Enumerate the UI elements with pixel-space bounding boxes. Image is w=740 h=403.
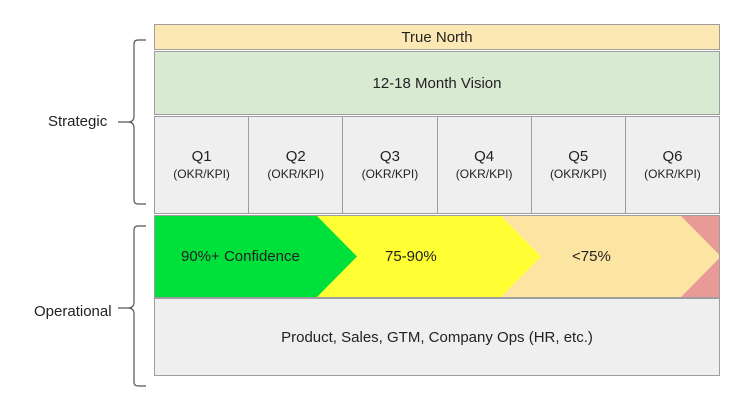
quarter-cell-q1: Q1 (OKR/KPI)	[154, 116, 250, 214]
quarter-name: Q2	[285, 148, 306, 165]
quarter-name: Q6	[662, 148, 683, 165]
confidence-chevrons	[155, 216, 719, 297]
quarter-sub: (OKR/KPI)	[173, 167, 230, 181]
confidence-mid-label: 75-90%	[385, 248, 437, 265]
quarter-cell-q3: Q3 (OKR/KPI)	[342, 116, 438, 214]
quarter-name: Q3	[379, 148, 400, 165]
quarter-name: Q5	[568, 148, 589, 165]
quarter-cell-q2: Q2 (OKR/KPI)	[248, 116, 344, 214]
quarter-name: Q4	[474, 148, 495, 165]
operations-text: Product, Sales, GTM, Company Ops (HR, et…	[281, 328, 593, 346]
confidence-high-chevron	[155, 216, 357, 297]
quarter-sub: (OKR/KPI)	[549, 167, 607, 181]
quarter-sub: (OKR/KPI)	[644, 167, 701, 181]
true-north-bar: True North	[154, 24, 720, 50]
confidence-high-label: 90%+ Confidence	[181, 248, 300, 265]
true-north-text: True North	[401, 28, 473, 46]
operations-box: Product, Sales, GTM, Company Ops (HR, et…	[154, 298, 720, 376]
quarter-sub: (OKR/KPI)	[361, 167, 419, 181]
quarter-cell-q5: Q5 (OKR/KPI)	[530, 116, 626, 214]
quarter-cell-q6: Q6 (OKR/KPI)	[624, 116, 721, 214]
quarter-sub: (OKR/KPI)	[455, 167, 513, 181]
quarter-sub: (OKR/KPI)	[267, 167, 325, 181]
quarters-row: Q1 (OKR/KPI) Q2 (OKR/KPI) Q3 (OKR/KPI) Q…	[154, 116, 721, 214]
operational-label: Operational	[34, 303, 112, 320]
strategic-label: Strategic	[48, 113, 108, 130]
vision-box: 12-18 Month Vision	[154, 51, 720, 115]
operational-bracket	[118, 225, 146, 387]
quarter-name: Q1	[191, 148, 212, 165]
vision-text: 12-18 Month Vision	[372, 74, 502, 92]
quarter-cell-q4: Q4 (OKR/KPI)	[436, 116, 532, 214]
confidence-low-label: <75%	[572, 248, 611, 265]
confidence-band: 90%+ Confidence 75-90% <75%	[154, 215, 720, 298]
strategic-bracket	[118, 39, 146, 205]
